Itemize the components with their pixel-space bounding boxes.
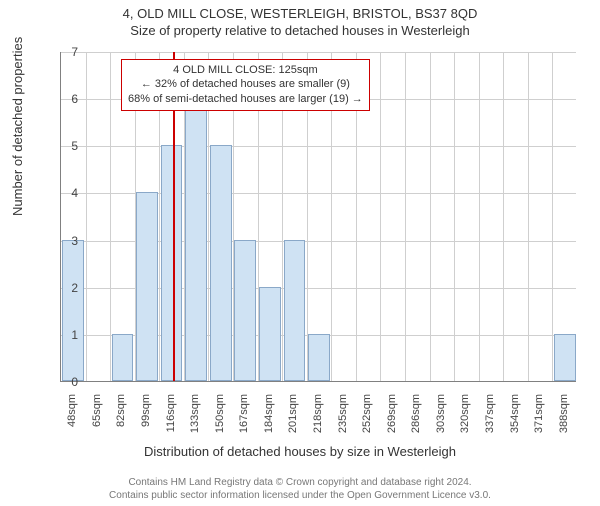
xtick-label: 269sqm — [386, 394, 398, 444]
ytick-label: 6 — [58, 92, 78, 106]
xtick-label: 218sqm — [312, 394, 324, 444]
bar — [112, 334, 134, 381]
x-axis-label: Distribution of detached houses by size … — [0, 444, 600, 459]
plot-region: 4 OLD MILL CLOSE: 125sqm← 32% of detache… — [60, 52, 576, 382]
xtick-label: 201sqm — [287, 394, 299, 444]
bar — [234, 240, 256, 381]
xtick-label: 184sqm — [263, 394, 275, 444]
xtick-label: 167sqm — [238, 394, 250, 444]
gridline-vertical — [430, 52, 431, 381]
gridline-horizontal — [61, 52, 576, 53]
xtick-label: 116sqm — [165, 394, 177, 444]
xtick-label: 371sqm — [533, 394, 545, 444]
gridline-vertical — [454, 52, 455, 381]
ytick-label: 3 — [58, 234, 78, 248]
title-line-2: Size of property relative to detached ho… — [0, 23, 600, 38]
bar — [185, 98, 207, 381]
y-axis-label: Number of detached properties — [10, 37, 25, 216]
xtick-label: 337sqm — [484, 394, 496, 444]
gridline-vertical — [528, 52, 529, 381]
bar — [259, 287, 281, 381]
annotation-box: 4 OLD MILL CLOSE: 125sqm← 32% of detache… — [121, 59, 370, 112]
xtick-label: 99sqm — [140, 394, 152, 444]
annotation-line: 4 OLD MILL CLOSE: 125sqm — [128, 63, 363, 78]
xtick-label: 133sqm — [189, 394, 201, 444]
xtick-label: 235sqm — [337, 394, 349, 444]
title-line-1: 4, OLD MILL CLOSE, WESTERLEIGH, BRISTOL,… — [0, 6, 600, 21]
xtick-label: 320sqm — [459, 394, 471, 444]
ytick-label: 0 — [58, 375, 78, 389]
footer-line-2: Contains public sector information licen… — [0, 489, 600, 502]
annotation-line: ← 32% of detached houses are smaller (9) — [128, 77, 363, 92]
footer-line-1: Contains HM Land Registry data © Crown c… — [0, 476, 600, 489]
bar — [62, 240, 84, 381]
ytick-label: 4 — [58, 186, 78, 200]
bar — [161, 145, 183, 381]
xtick-label: 354sqm — [509, 394, 521, 444]
gridline-horizontal — [61, 146, 576, 147]
xtick-label: 388sqm — [558, 394, 570, 444]
chart-area: 4 OLD MILL CLOSE: 125sqm← 32% of detache… — [60, 52, 576, 412]
bar — [210, 145, 232, 381]
gridline-vertical — [552, 52, 553, 381]
xtick-label: 303sqm — [435, 394, 447, 444]
bar — [284, 240, 306, 381]
gridline-vertical — [405, 52, 406, 381]
gridline-vertical — [503, 52, 504, 381]
footer-attribution: Contains HM Land Registry data © Crown c… — [0, 476, 600, 502]
ytick-label: 2 — [58, 281, 78, 295]
gridline-vertical — [110, 52, 111, 381]
xtick-label: 48sqm — [66, 394, 78, 444]
ytick-label: 1 — [58, 328, 78, 342]
ytick-label: 5 — [58, 139, 78, 153]
xtick-label: 252sqm — [361, 394, 373, 444]
xtick-label: 286sqm — [410, 394, 422, 444]
gridline-vertical — [380, 52, 381, 381]
bar — [136, 192, 158, 381]
bar — [308, 334, 330, 381]
ytick-label: 7 — [58, 45, 78, 59]
xtick-label: 150sqm — [214, 394, 226, 444]
annotation-line: 68% of semi-detached houses are larger (… — [128, 92, 363, 107]
bar — [554, 334, 576, 381]
gridline-vertical — [479, 52, 480, 381]
xtick-label: 65sqm — [91, 394, 103, 444]
gridline-vertical — [86, 52, 87, 381]
xtick-label: 82sqm — [115, 394, 127, 444]
